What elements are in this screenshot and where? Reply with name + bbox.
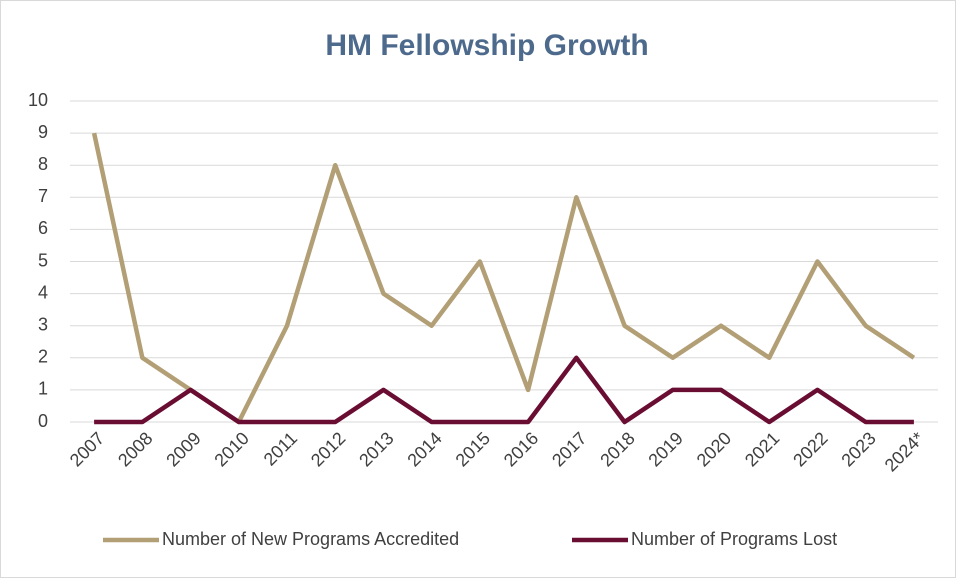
y-tick-label: 3	[38, 314, 48, 334]
y-tick-label: 8	[38, 154, 48, 174]
y-tick-label: 0	[38, 411, 48, 431]
legend-label: Number of Programs Lost	[631, 529, 837, 549]
y-tick-label: 5	[38, 250, 48, 270]
y-tick-label: 4	[38, 282, 48, 302]
chart-title: HM Fellowship Growth	[325, 29, 648, 62]
y-tick-label: 9	[38, 122, 48, 142]
y-tick-label: 1	[38, 379, 48, 399]
legend-label: Number of New Programs Accredited	[162, 529, 459, 549]
y-tick-label: 7	[38, 186, 48, 206]
y-tick-label: 2	[38, 347, 48, 367]
y-tick-label: 10	[28, 90, 48, 110]
series-line	[94, 355, 914, 425]
y-tick-label: 6	[38, 218, 48, 238]
